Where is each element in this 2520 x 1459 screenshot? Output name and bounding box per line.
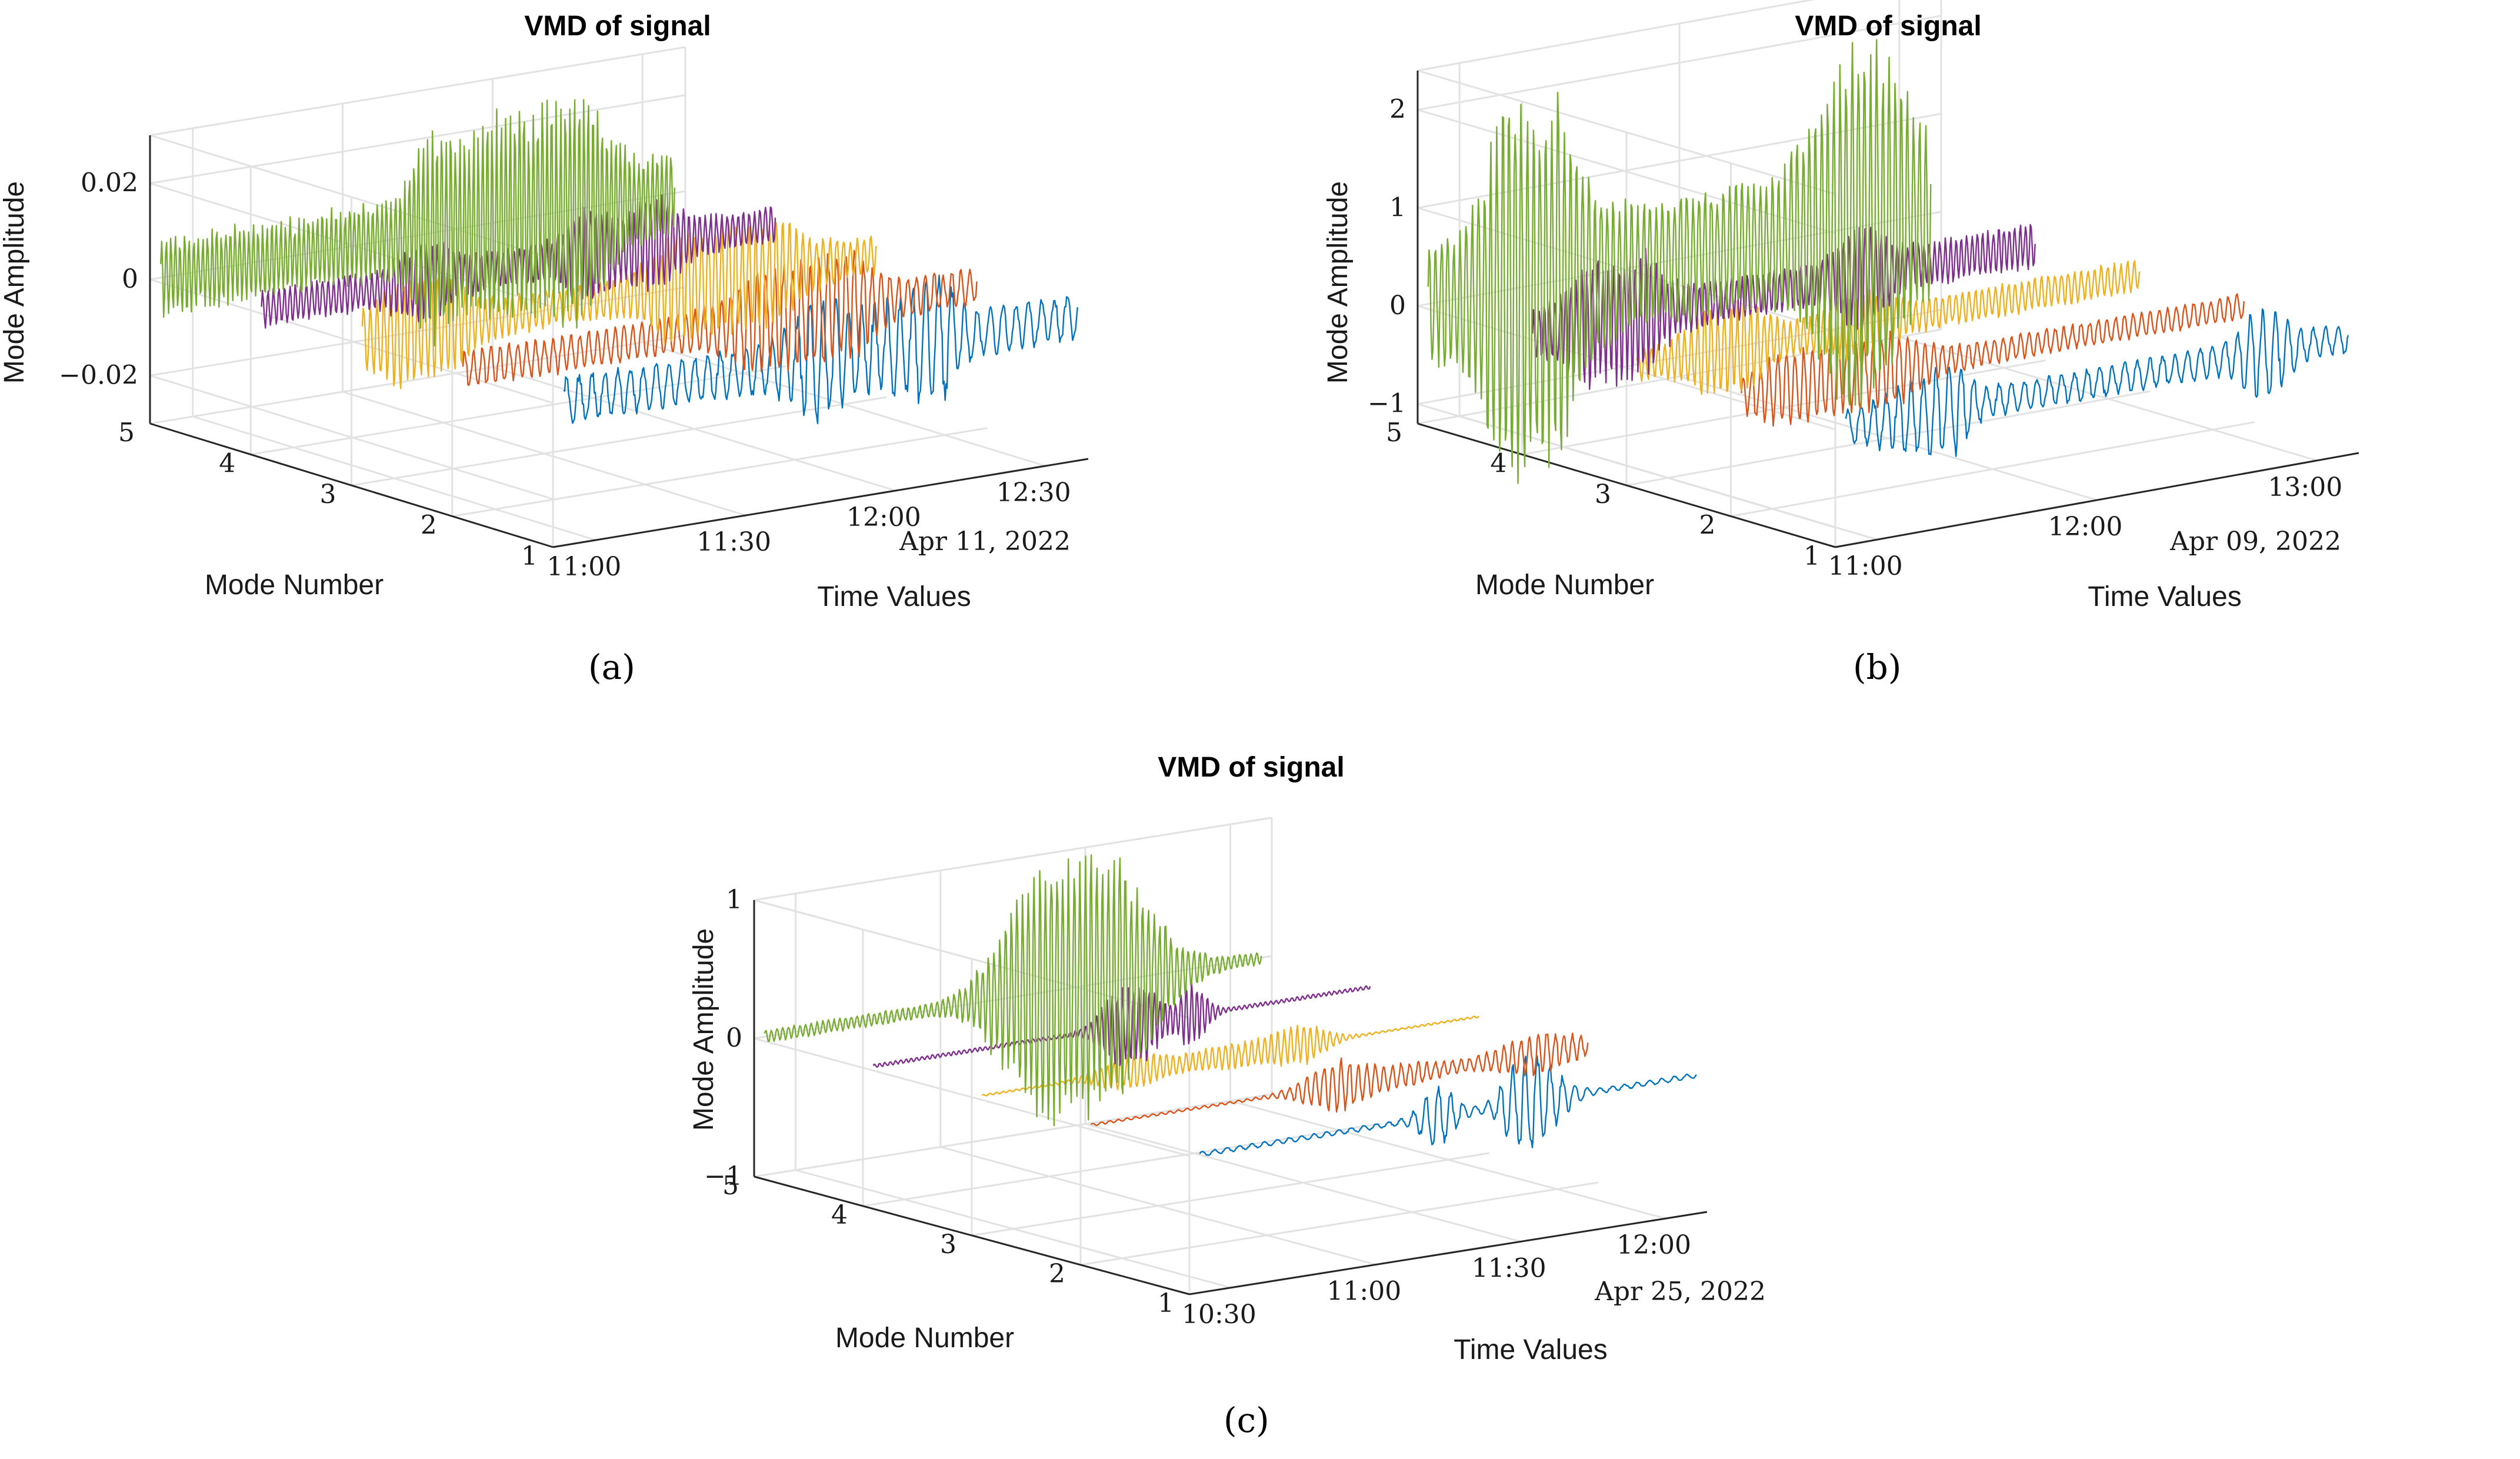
x-tick-label: 11:30 [696,527,771,557]
x-axis-line [1189,1211,1708,1295]
mode-trace-3 [1636,260,2141,395]
floor-grid-line [351,396,887,487]
x-tick-label: 11:00 [546,552,621,582]
y-tick-label: 5 [1386,418,1402,448]
date-label: Apr 09, 2022 [2169,527,2341,557]
x-axis-line [552,458,1089,548]
back-wall-grid-line [149,94,686,185]
x-axis-label: Time Values [2088,581,2241,612]
mode-trace-1 [1199,1055,1697,1156]
y-tick-label: 2 [421,511,437,541]
mode-trace-2 [462,249,978,387]
y-tick-label: 5 [722,1171,739,1201]
back-wall-grid-line [754,1093,1272,1178]
side-wall-edge [754,899,1190,1019]
z-tick-label: 0 [726,1023,742,1053]
back-wall-edge [1417,0,1815,72]
z-axis-label: Mode Amplitude [0,181,30,384]
z-tick-label: 0 [1389,291,1406,321]
z-tick-label: −0.02 [59,360,138,390]
side-wall-edge [1417,69,1836,195]
caption-c: (c) [1224,1400,1269,1440]
floor-grid-line [1080,1181,1599,1266]
caption-b: (b) [1853,647,1902,687]
y-tick-label: 3 [320,479,336,509]
y-axis-line [754,1175,1190,1295]
y-tick-label: 2 [1049,1259,1065,1289]
floor-grid-line [1731,421,2255,517]
floor-grid-line [149,334,686,425]
mode-trace-5 [1427,39,1932,484]
floor-grid-line [251,365,786,455]
x-axis-label: Time Values [817,581,971,612]
x-tick-label: 11:30 [1472,1253,1546,1283]
y-tick-label: 1 [521,541,538,571]
x-axis-label: Time Values [1454,1334,1607,1365]
floor-grid-line [862,1122,1381,1207]
x-tick-label: 11:00 [1326,1277,1401,1307]
back-wall-edge [754,817,1272,901]
x-tick-label: 12:00 [2048,512,2123,542]
y-axis-line [149,422,554,548]
z-tick-label: 0 [122,264,138,294]
x-tick-label: 11:00 [1828,551,1903,581]
chart-svg-c: 10:30 11:00 11:30 12:00 1 2 3 4 5−1 0 1 VMD of sign… [688,752,1766,1365]
chart-title: VMD of signal [1158,752,1344,783]
mode-trace-5 [160,99,675,347]
x-tick-label: 13:00 [2268,472,2342,502]
floor-grid-line [452,427,988,517]
z-tick-label: 1 [1389,192,1406,222]
y-tick-label: 4 [219,449,235,479]
x-tick-label: 12:00 [846,502,921,532]
y-tick-label: 3 [940,1230,956,1260]
y-axis-line [1417,422,1836,548]
y-tick-label: 4 [831,1200,848,1230]
back-wall-edge [149,46,686,136]
floor-grid-line [1626,390,2151,487]
chart-svg-b: 11:00 12:00 13:00 1 2 3 4 5−1 0 1 2 VMD of signal Ap… [1322,0,2359,612]
back-wall-grid-line [1417,15,1942,111]
chart-svg-a: 11:00 11:30 12:00 12:30 1 2 3 4 5 −0.02 0 0.02 VMD o… [0,11,1089,612]
y-tick-label: 5 [118,418,135,448]
y-axis-label: Mode Number [205,569,384,601]
x-tick-label: 10:30 [1182,1300,1256,1330]
mode-trace-2 [1741,293,2245,427]
y-tick-label: 2 [1699,511,1716,541]
y-tick-label: 1 [1804,541,1820,571]
y-tick-label: 4 [1491,449,1507,479]
chart-panel-a: 11:00 11:30 12:00 12:30 1 2 3 4 5 −0.02 0 0.02 VMD o… [0,0,1260,694]
floor-grid-line [971,1152,1490,1237]
y-tick-label: 1 [1158,1288,1174,1318]
mode-trace-1 [1845,308,2349,457]
z-axis-label: Mode Amplitude [1322,181,1354,384]
x-axis-line [1835,452,2359,548]
x-tick-label: 12:30 [996,478,1071,508]
date-label: Apr 11, 2022 [899,527,1071,557]
y-tick-label: 3 [1595,479,1611,509]
mode-trace-4 [1532,224,2036,390]
mode-trace-5 [764,854,1262,1127]
chart-title: VMD of signal [1795,11,1981,42]
date-label: Apr 25, 2022 [1594,1277,1766,1307]
z-tick-label: 1 [726,885,742,915]
chart-panel-c: 10:30 11:00 11:30 12:00 1 2 3 4 5 −1 0 1 VMD of sign… [672,741,1932,1459]
y-axis-label: Mode Number [1475,569,1654,601]
z-axis-label: Mode Amplitude [688,928,719,1131]
z-tick-label: −1 [704,1161,742,1191]
z-tick-label: 0.02 [81,168,138,198]
y-axis-label: Mode Number [835,1323,1014,1354]
side-wall-grid-line [149,374,554,500]
mode-trace-3 [361,221,877,389]
x-tick-label: 12:00 [1616,1230,1691,1260]
mode-trace-1 [563,274,1078,425]
caption-a: (a) [588,647,635,687]
z-tick-label: −1 [1368,389,1406,419]
chart-panel-b: 11:00 12:00 13:00 1 2 3 4 5 −1 0 1 2 VMD of signal Ap… [1276,0,2520,694]
mode-trace-2 [1090,1032,1589,1127]
side-wall-grid-line [754,1037,1190,1157]
z-tick-label: 2 [1389,95,1406,125]
chart-title: VMD of signal [524,11,711,42]
